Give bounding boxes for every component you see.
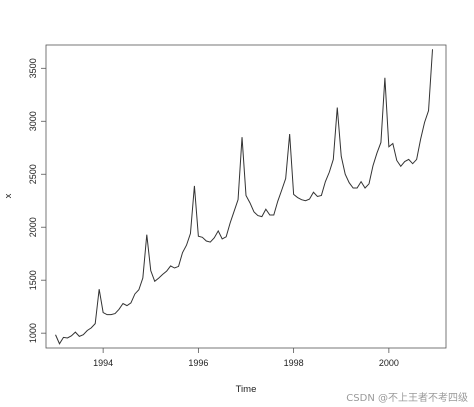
x-tick-label: 1994 [93,358,113,368]
plot-frame [45,44,447,349]
x-axis-label: Time [236,384,257,395]
y-tick-label: 1500 [28,270,38,290]
series-line [55,49,434,345]
y-tick-label: 2500 [28,164,38,184]
x-tick-label: 2000 [379,358,399,368]
x-tick-label: 1998 [284,358,304,368]
x-tick-label: 1996 [188,358,208,368]
y-axis-label: x [3,193,14,198]
y-tick-label: 1000 [28,323,38,343]
y-tick-label: 3500 [28,58,38,78]
y-tick-label: 2000 [28,217,38,237]
x-axis: 1994 1996 1998 2000 [93,348,399,368]
y-tick-label: 3000 [28,111,38,131]
watermark-text: CSDN @不上王者不考四级 [346,392,468,404]
y-axis: 1000 1500 2000 2500 3000 3500 [28,58,46,343]
